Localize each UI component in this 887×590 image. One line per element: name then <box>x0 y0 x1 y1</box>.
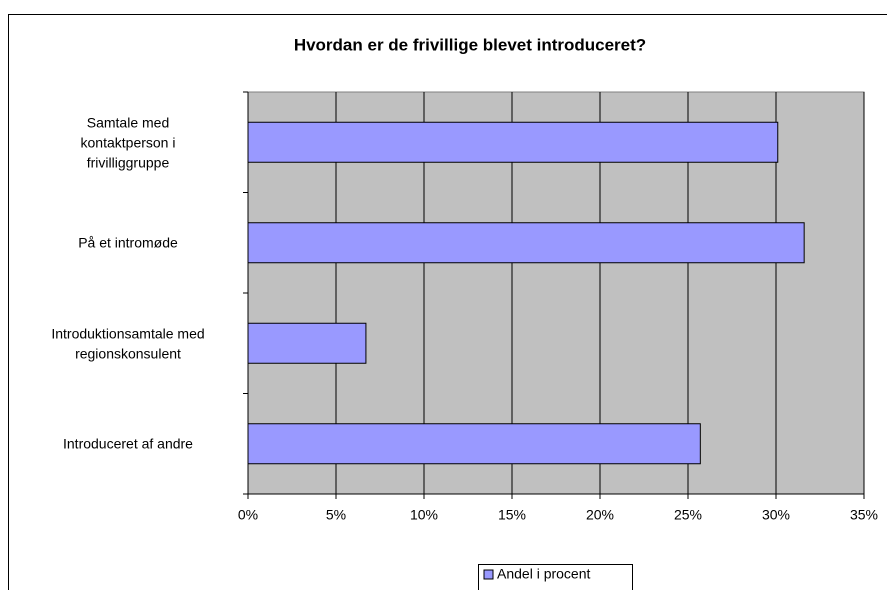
x-tick-label: 10% <box>410 507 438 523</box>
bar <box>247 121 779 163</box>
y-tick-label: Introduktionsamtale med regionskonsulent <box>51 325 204 361</box>
y-tick-label: På et intromøde <box>78 234 178 250</box>
x-tick-label: 35% <box>850 507 878 523</box>
x-tick-label: 30% <box>762 507 790 523</box>
legend-swatch <box>483 569 494 580</box>
y-tick-label: Samtale med kontaktperson i frivilliggrupp… <box>81 114 176 170</box>
x-tick-label: 25% <box>674 507 702 523</box>
x-tick-label: 15% <box>498 507 526 523</box>
bar <box>247 322 367 364</box>
bar <box>247 222 805 264</box>
legend-box <box>478 564 633 590</box>
y-tick-label: Introduceret af andre <box>63 435 193 451</box>
legend-label: Andel i procent <box>497 566 591 582</box>
x-tick-label: 5% <box>326 507 346 523</box>
bar <box>247 423 701 465</box>
x-tick-label: 20% <box>586 507 614 523</box>
x-tick-label: 0% <box>238 507 258 523</box>
chart-title: Hvordan er de frivillige blevet introduc… <box>294 35 646 54</box>
